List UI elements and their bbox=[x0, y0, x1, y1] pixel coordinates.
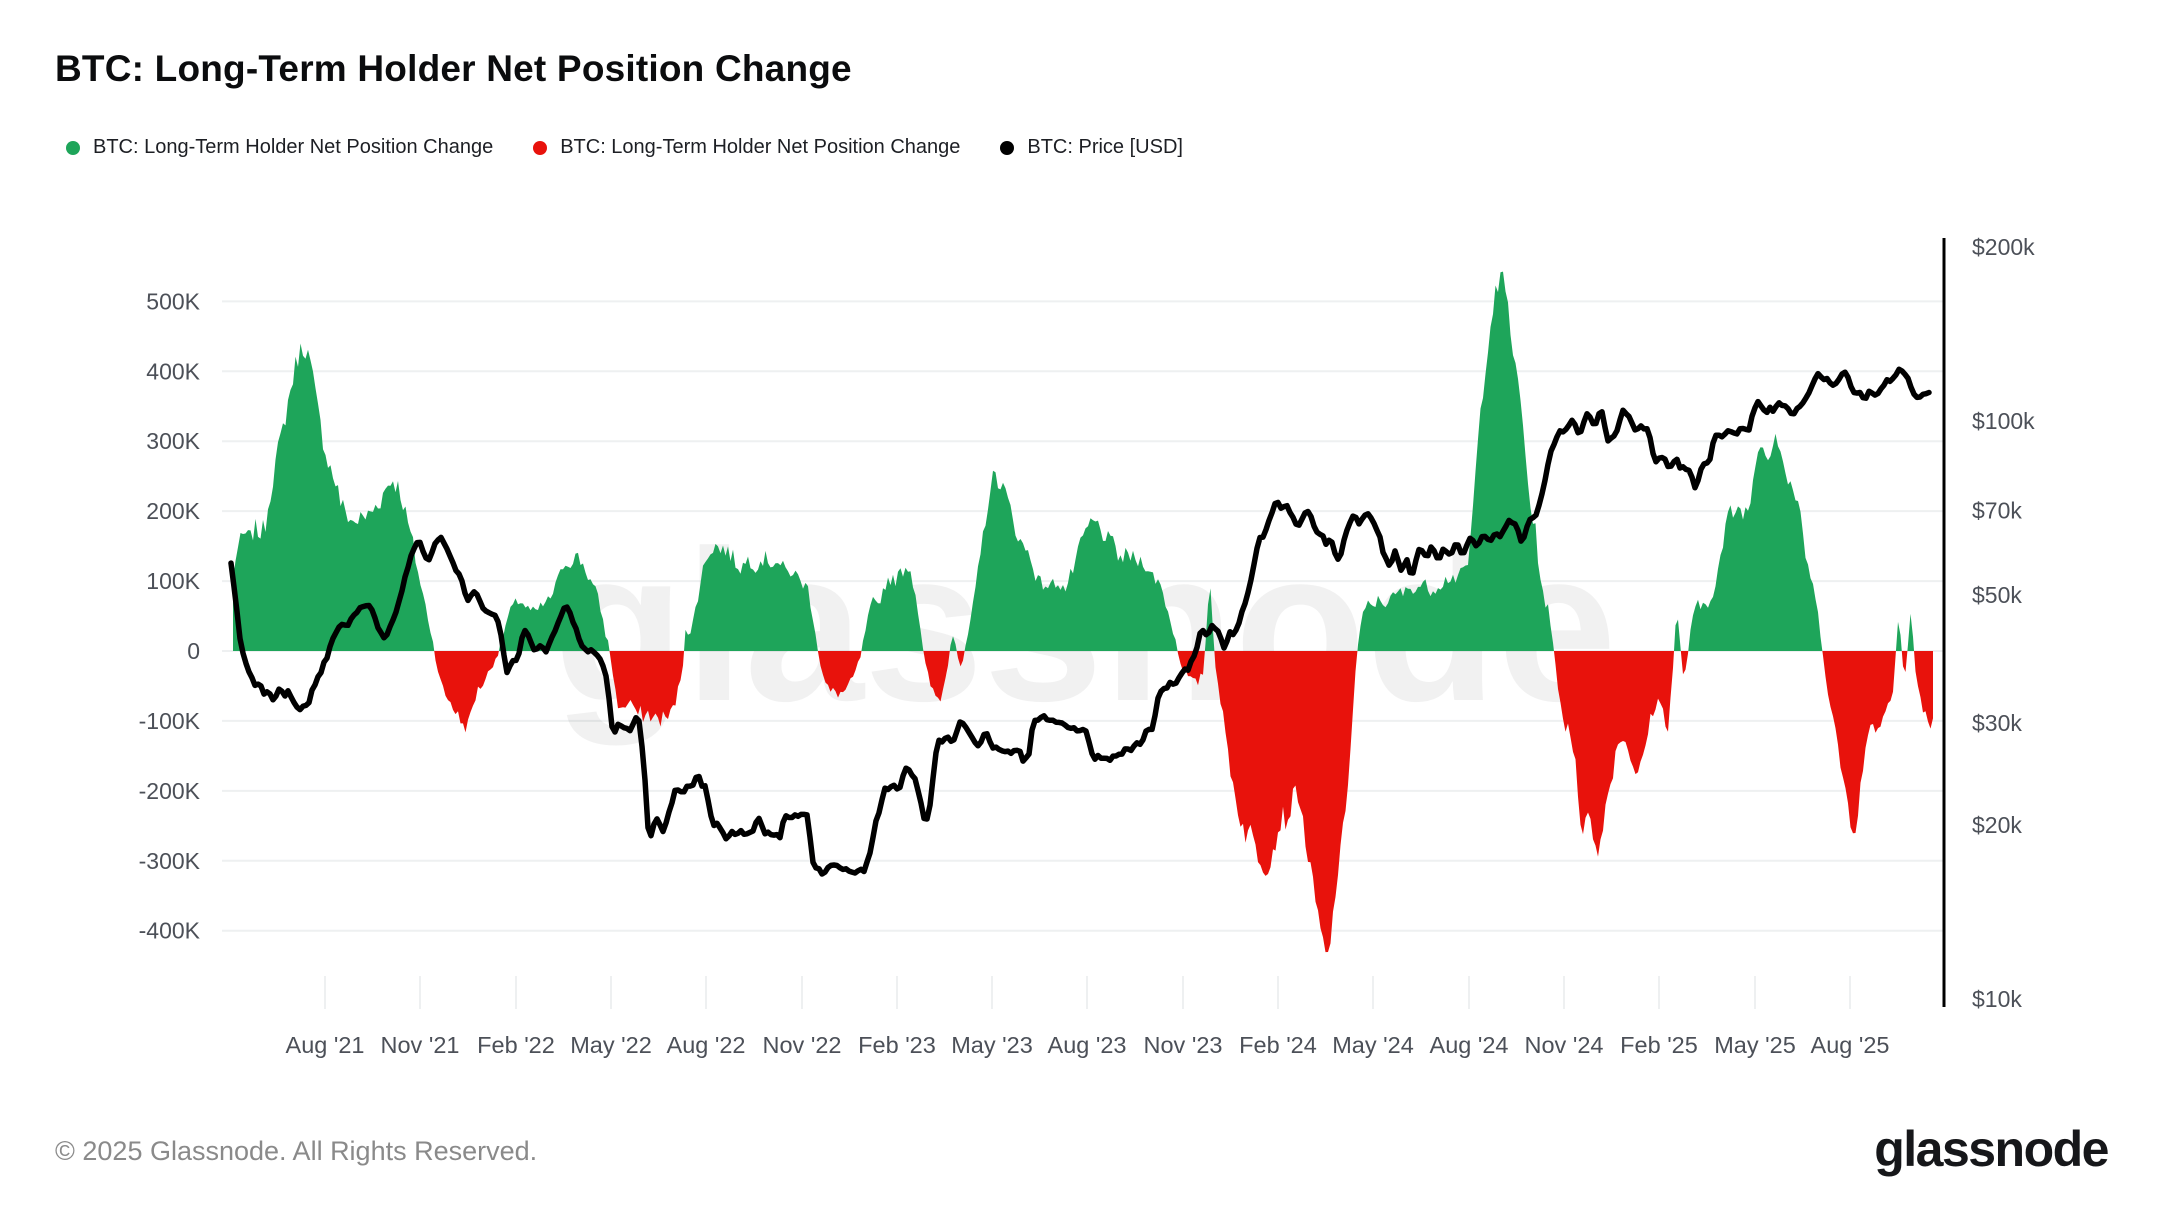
svg-text:Nov '24: Nov '24 bbox=[1525, 1032, 1604, 1058]
legend-dot-black-icon bbox=[1000, 140, 1015, 155]
svg-text:Feb '25: Feb '25 bbox=[1620, 1032, 1698, 1058]
svg-text:$100k: $100k bbox=[1972, 408, 2035, 434]
svg-text:$50k: $50k bbox=[1972, 582, 2022, 608]
svg-text:-100K: -100K bbox=[139, 708, 201, 734]
svg-text:Feb '22: Feb '22 bbox=[477, 1032, 555, 1058]
x-axis-labels: Aug '21 Nov '21 Feb '22 May '22 Aug '22 Nov '… bbox=[286, 1032, 1890, 1058]
left-axis-labels: 500K 400K 300K 200K 100K 0 -100K -200K -300K -400… bbox=[139, 288, 201, 943]
copyright-text: © 2025 Glassnode. All Rights Reserved. bbox=[55, 1136, 538, 1166]
legend-dot-red-icon bbox=[533, 140, 548, 155]
legend-item-price[interactable]: BTC: Price [USD] bbox=[1000, 136, 1183, 159]
glassnode-logo: glassnode bbox=[1874, 1121, 2109, 1177]
svg-text:$20k: $20k bbox=[1972, 812, 2022, 838]
lth-net-position-area-positive bbox=[233, 271, 1933, 651]
legend-label: BTC: Long-Term Holder Net Position Chang… bbox=[93, 136, 494, 158]
svg-text:-300K: -300K bbox=[139, 848, 201, 874]
btc-price-line bbox=[228, 366, 1932, 877]
svg-text:200K: 200K bbox=[146, 498, 200, 524]
svg-text:$200k: $200k bbox=[1972, 234, 2035, 260]
svg-text:$10k: $10k bbox=[1972, 986, 2022, 1012]
svg-text:Nov '21: Nov '21 bbox=[381, 1032, 460, 1058]
legend-item-lth-positive[interactable]: BTC: Long-Term Holder Net Position Chang… bbox=[66, 136, 493, 159]
svg-text:Aug '25: Aug '25 bbox=[1811, 1032, 1890, 1058]
svg-text:0: 0 bbox=[187, 638, 200, 664]
svg-text:Nov '22: Nov '22 bbox=[763, 1032, 842, 1058]
svg-text:May '22: May '22 bbox=[570, 1032, 652, 1058]
page-title: BTC: Long-Term Holder Net Position Chang… bbox=[55, 48, 852, 89]
legend-label: BTC: Price [USD] bbox=[1027, 136, 1183, 158]
svg-text:May '23: May '23 bbox=[951, 1032, 1033, 1058]
right-axis-labels: $200k $100k $70k $50k $30k $20k $10k bbox=[1972, 234, 2035, 1012]
legend-item-lth-negative[interactable]: BTC: Long-Term Holder Net Position Chang… bbox=[533, 136, 960, 159]
svg-text:Aug '24: Aug '24 bbox=[1430, 1032, 1509, 1058]
svg-text:$30k: $30k bbox=[1972, 710, 2022, 736]
svg-text:400K: 400K bbox=[146, 358, 200, 384]
legend-dot-green-icon bbox=[66, 140, 80, 155]
svg-text:Aug '21: Aug '21 bbox=[286, 1032, 365, 1058]
svg-text:May '25: May '25 bbox=[1714, 1032, 1796, 1058]
svg-text:-400K: -400K bbox=[139, 918, 201, 944]
svg-text:-200K: -200K bbox=[139, 778, 201, 804]
svg-text:300K: 300K bbox=[146, 428, 200, 454]
svg-text:Feb '24: Feb '24 bbox=[1239, 1032, 1317, 1058]
svg-text:$70k: $70k bbox=[1972, 498, 2022, 524]
legend: BTC: Long-Term Holder Net Position Chang… bbox=[66, 136, 1183, 159]
svg-text:100K: 100K bbox=[146, 568, 200, 594]
legend-label: BTC: Long-Term Holder Net Position Chang… bbox=[560, 136, 961, 158]
svg-text:Aug '23: Aug '23 bbox=[1048, 1032, 1127, 1058]
svg-text:500K: 500K bbox=[146, 288, 200, 314]
svg-text:Feb '23: Feb '23 bbox=[858, 1032, 936, 1058]
svg-text:Aug '22: Aug '22 bbox=[667, 1032, 746, 1058]
svg-text:May '24: May '24 bbox=[1332, 1032, 1414, 1058]
lth-net-position-area-negative bbox=[233, 651, 1933, 953]
svg-text:Nov '23: Nov '23 bbox=[1144, 1032, 1223, 1058]
